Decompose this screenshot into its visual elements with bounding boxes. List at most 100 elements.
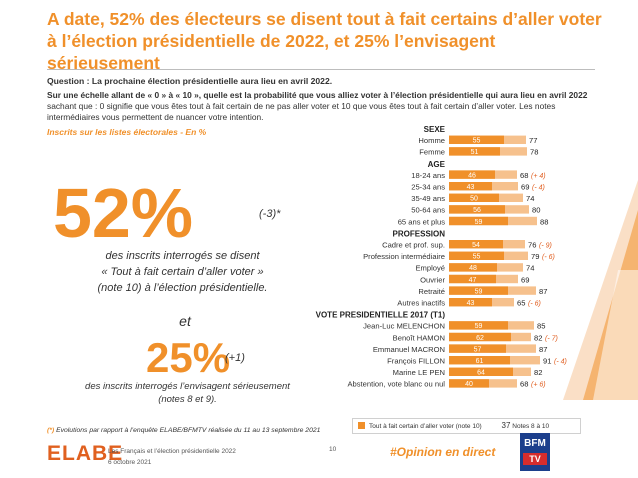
data-label-note10: 54	[472, 242, 480, 249]
headline-stat-2-evolution: (+1)	[225, 352, 245, 364]
row-label: Ouvrier	[420, 275, 445, 284]
data-label-notes8-10: 69	[521, 183, 529, 192]
question-line: Question : La prochaine élection préside…	[47, 76, 607, 88]
headline-stat-1-evolution: (-3)*	[259, 208, 281, 220]
desc1-line3: (note 10) à l’élection présidentielle.	[97, 282, 268, 294]
page-number: 10	[329, 446, 337, 453]
data-label-note10: 55	[473, 138, 481, 145]
row-label: Autres inactifs	[397, 299, 445, 308]
row-label: Profession intermédiaire	[363, 252, 445, 261]
row-label: Femme	[419, 148, 445, 157]
scale-rest-text: sachant que : 0 signifie que vous êtes t…	[47, 101, 556, 122]
row-label: 18-24 ans	[411, 171, 445, 180]
data-label-note10: 51	[471, 149, 479, 156]
data-label-note10: 47	[469, 277, 477, 284]
row-label: Jean-Luc MELENCHON	[363, 322, 445, 331]
data-label-notes8-10: 82	[534, 368, 542, 377]
chart-legend: Tout à fait certain d’aller voter (note …	[352, 418, 581, 434]
row-label: 65 ans et plus	[398, 217, 445, 226]
headline-stat-1: 52% (-3)*	[0, 178, 286, 248]
bfm-text: BFM	[524, 438, 546, 449]
connector-et: et	[179, 313, 191, 329]
bar-note10	[449, 332, 511, 342]
data-label-notes8-10: 78	[530, 148, 538, 157]
bar-note10	[449, 216, 508, 226]
legend-swatch-note10	[358, 422, 365, 429]
data-label-note10: 61	[476, 358, 484, 365]
bfmtv-logo: BFM TV	[520, 433, 550, 471]
data-label-notes8-10: 80	[532, 206, 540, 215]
data-label-notes8-10: 74	[526, 264, 534, 273]
bar-note10	[449, 205, 505, 214]
evolution-label: (- 6)	[542, 254, 555, 261]
group-header: SEXE	[424, 125, 446, 134]
row-label: Abstention, vote blanc ou nul	[347, 380, 445, 389]
brand-triangle-decoration	[563, 180, 638, 400]
scale-explanation: Sur une échelle allant de « 0 » à « 10 »…	[47, 90, 607, 123]
footnote-star: (*)	[47, 427, 55, 434]
data-label-notes8-10: 76	[528, 241, 536, 250]
question-text: La prochaine élection présidentielle aur…	[91, 76, 333, 86]
hashtag: #Opinion en direct	[390, 445, 496, 459]
footnote-text: Evolutions par rapport à l’enquête ELABE…	[54, 427, 321, 434]
bar-note10	[449, 240, 503, 249]
bar-note10	[449, 251, 504, 260]
bar-note10	[449, 286, 508, 295]
data-label-notes8-10: 77	[529, 136, 537, 145]
footer-study-title: Les Français et l’élection présidentiell…	[108, 448, 236, 455]
bar-note10	[449, 263, 497, 272]
data-label-notes8-10: 79	[531, 252, 539, 261]
evolution-label: (- 4)	[554, 359, 567, 366]
data-label-notes8-10: 68	[520, 380, 528, 389]
data-label-note10: 55	[473, 254, 481, 261]
population-note: Inscrits sur les listes électorales - En…	[47, 127, 207, 137]
bar-note10	[449, 170, 495, 179]
data-label-note10: 59	[475, 288, 483, 295]
row-label: Emmanuel MACRON	[373, 345, 445, 354]
headline-stat-1-description: des inscrits interrogés se disent « Tout…	[60, 248, 305, 296]
footer-info: Les Français et l’élection présidentiell…	[108, 446, 236, 468]
data-label-notes8-10: 82	[534, 333, 542, 342]
data-label-notes8-10: 87	[539, 287, 547, 296]
data-label-notes8-10: 88	[540, 217, 548, 226]
row-label: 35-49 ans	[411, 194, 445, 203]
footer-date: 6 octobre 2021	[108, 459, 152, 466]
data-label-notes8-10: 91	[543, 357, 551, 366]
data-label-note10: 46	[468, 172, 476, 179]
bar-note10	[449, 182, 492, 191]
data-label-notes8-10: 74	[526, 194, 534, 203]
data-label-notes8-10: 87	[539, 345, 547, 354]
question-label: Question :	[47, 76, 90, 86]
evolution-label: (- 4)	[532, 185, 545, 192]
headline-stat-1-value: 52%	[52, 174, 194, 252]
scale-bold-text: Sur une échelle allant de « 0 » à « 10 »…	[47, 90, 588, 100]
row-label: 50-64 ans	[411, 206, 445, 215]
legend-value: 37	[501, 421, 511, 430]
desc1-line1: des inscrits interrogés se disent	[105, 250, 260, 262]
data-label-notes8-10: 68	[520, 171, 528, 180]
data-label-note10: 43	[467, 300, 475, 307]
bar-note10	[449, 135, 504, 144]
bar-note10	[449, 367, 513, 376]
legend-label-note10: Tout à fait certain d’aller voter (note …	[369, 423, 482, 430]
evolution-label: (+ 6)	[531, 382, 546, 389]
group-header: PROFESSION	[393, 229, 446, 238]
evolution-label: (- 6)	[528, 301, 541, 308]
data-label-note10: 64	[477, 370, 485, 377]
bar-note10	[449, 298, 492, 307]
data-label-note10: 59	[475, 219, 483, 226]
headline-stat-2-value: 25%	[146, 334, 231, 381]
data-label-note10: 59	[475, 323, 483, 330]
tv-text: TV	[523, 453, 547, 465]
desc2-line1: des inscrits interrogés l’envisagent sér…	[85, 381, 290, 392]
row-label: Benoît HAMON	[393, 333, 445, 342]
bar-note10	[449, 379, 489, 388]
title-divider	[47, 69, 595, 70]
bar-note10	[449, 274, 496, 284]
bar-note10	[449, 193, 499, 202]
evolution-label: (- 9)	[539, 243, 552, 250]
data-label-note10: 62	[476, 335, 484, 342]
bar-note10	[449, 147, 500, 156]
desc1-line2: « Tout à fait certain d’aller voter »	[101, 266, 264, 278]
